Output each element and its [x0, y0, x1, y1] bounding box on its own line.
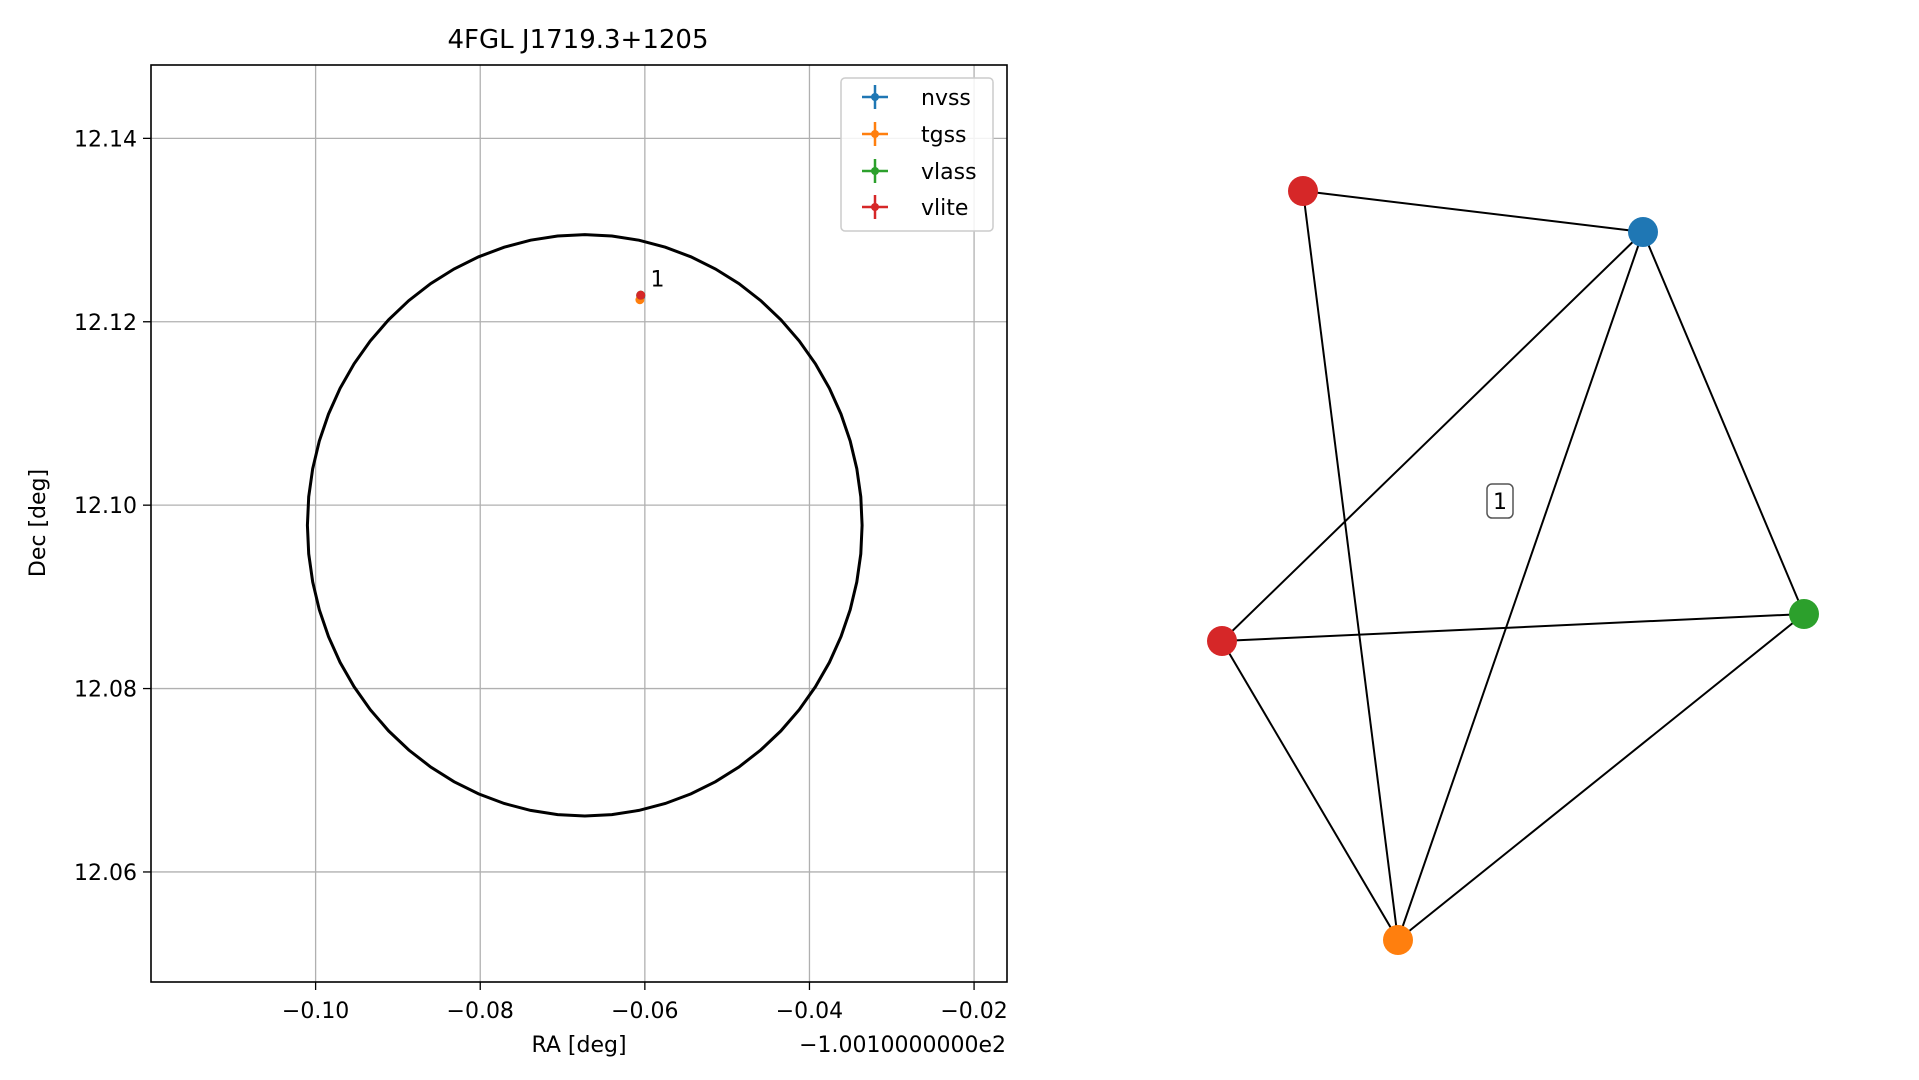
network-panel: 1	[1207, 176, 1819, 955]
network-edge	[1302, 190, 1399, 941]
x-axis-offset-label: −1.0010000000e2	[799, 1033, 1006, 1058]
plot-area-frame	[150, 64, 1008, 983]
legend-label-tgss: tgss	[921, 123, 967, 148]
y-tick-label: 12.06	[74, 861, 137, 886]
y-tick-label: 12.10	[74, 494, 137, 519]
network-nodes	[1207, 176, 1819, 955]
legend-box	[840, 77, 994, 232]
data-points	[635, 290, 646, 305]
legend-label-vlite: vlite	[921, 196, 968, 221]
chart-title: 4FGL J1719.3+1205	[448, 25, 709, 55]
x-tick-label: −0.04	[776, 999, 843, 1024]
cluster-label-text: 1	[1493, 490, 1507, 515]
network-node-vlite	[1288, 176, 1318, 206]
source-annotation: 1	[651, 267, 665, 292]
legend: nvss tgss vlass vlite	[840, 77, 994, 232]
legend-marker-vlite	[862, 195, 888, 219]
network-edge	[1221, 613, 1805, 642]
network-edge	[1221, 640, 1399, 941]
error-ellipse-outline	[305, 233, 864, 818]
legend-marker-nvss	[862, 85, 888, 109]
cluster-label-box	[1486, 483, 1514, 519]
network-node-nvss	[1628, 217, 1658, 247]
network-edge	[1397, 231, 1644, 941]
legend-entry-vlite: vlite	[862, 195, 968, 221]
legend-entry-nvss: nvss	[862, 85, 971, 111]
network-edge	[1221, 231, 1644, 642]
y-tick-label: 12.14	[74, 127, 137, 152]
network-node-vlite	[1207, 626, 1237, 656]
legend-entry-tgss: tgss	[862, 122, 967, 148]
scatter-panel: 4FGL J1719.3+1205 1 −0.10 −0.08 −0.06 −0.04…	[26, 25, 1008, 1058]
error-ellipse	[305, 233, 864, 818]
x-axis-label: RA [deg]	[531, 1033, 626, 1058]
legend-marker-vlass	[862, 159, 888, 183]
network-edge	[1302, 190, 1644, 233]
x-tick-label: −0.10	[282, 999, 349, 1024]
x-tick-label: −0.02	[940, 999, 1007, 1024]
x-tick-label: −0.08	[447, 999, 514, 1024]
network-edges	[1221, 190, 1805, 941]
y-tick-label: 12.08	[74, 678, 137, 703]
network-edge	[1397, 613, 1805, 941]
network-node-tgss	[1383, 925, 1413, 955]
x-tick-label: −0.06	[611, 999, 678, 1024]
legend-label-nvss: nvss	[921, 86, 971, 111]
network-node-vlass	[1789, 599, 1819, 629]
y-axis-label: Dec [deg]	[26, 469, 51, 577]
legend-entry-vlass: vlass	[862, 159, 977, 185]
legend-label-vlass: vlass	[921, 160, 977, 185]
axis-ticks: −0.10 −0.08 −0.06 −0.04 −0.02 12.06 12.08 12.10…	[74, 127, 1008, 1024]
legend-marker-tgss	[862, 122, 888, 146]
network-edge	[1642, 231, 1805, 615]
cluster-label: 1	[1486, 483, 1514, 519]
y-tick-label: 12.12	[74, 311, 137, 336]
data-point-vlite	[636, 290, 646, 300]
